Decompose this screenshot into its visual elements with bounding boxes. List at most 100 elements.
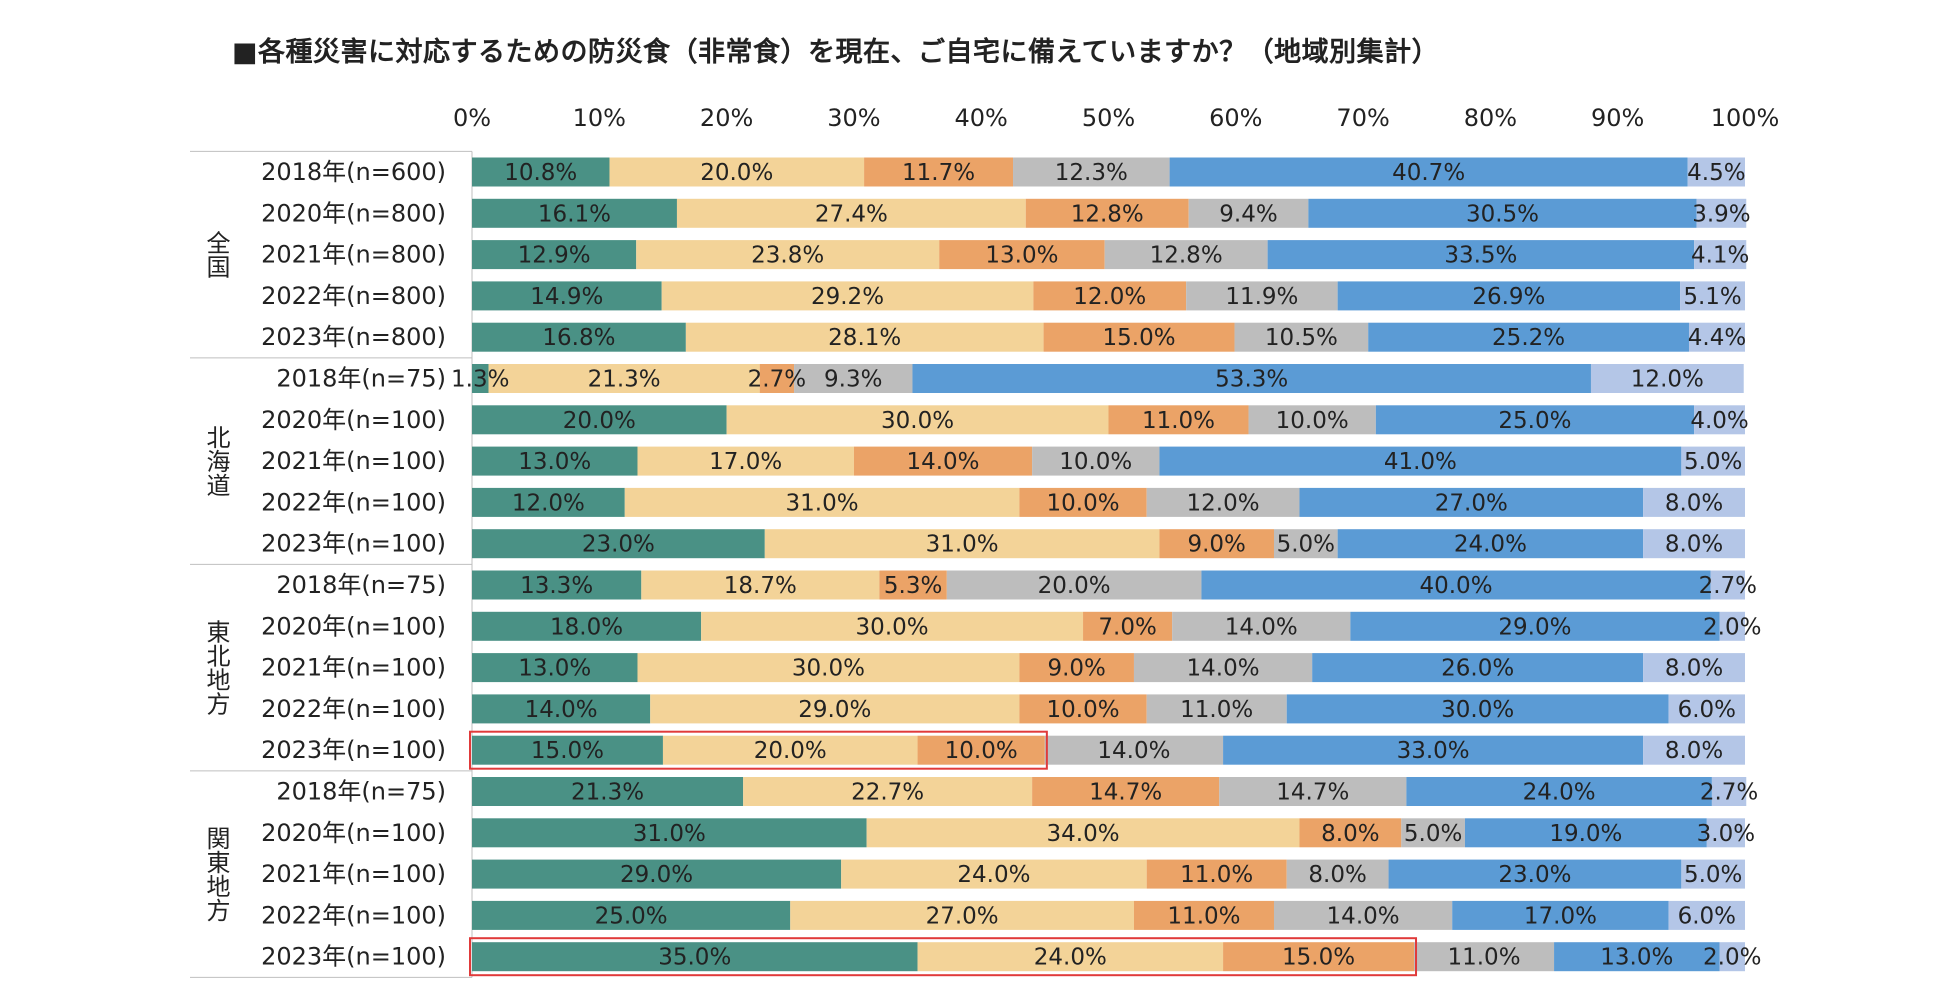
data-label: 4.5% (1687, 160, 1745, 186)
x-tick-label: 30% (827, 104, 880, 132)
bar-segment (650, 694, 1020, 724)
data-label: 29.0% (798, 697, 871, 723)
bar-segment (790, 900, 1134, 930)
bar-segment (1694, 405, 1745, 435)
bar-segment (1668, 694, 1745, 724)
x-tick-label: 70% (1336, 104, 1389, 132)
data-label: 13.0% (518, 656, 591, 682)
data-label: 25.0% (595, 903, 668, 929)
data-label: 27.0% (1435, 490, 1508, 516)
bar-segment (1019, 653, 1134, 683)
bar-segment (1590, 364, 1744, 393)
data-label: 21.3% (571, 780, 644, 806)
bar-segment (1033, 281, 1187, 311)
bar-segment (879, 570, 947, 600)
data-label: 15.0% (531, 738, 604, 764)
data-label: 11.7% (902, 160, 975, 186)
labels-layer: 2018年(n=600) 10.8% 20.0% 11.7% 12.3% 40.7% 4.5… (202, 158, 1761, 971)
bar-segment (1223, 735, 1644, 765)
data-label: 29.2% (811, 284, 884, 310)
data-label: 12.0% (1187, 490, 1260, 516)
axis-layer: 0% 10% 20% 30% 40% 50% 60% 70% 80% 90% 100% (190, 104, 1779, 978)
bar-segment (1388, 859, 1682, 889)
data-label: 11.0% (1142, 408, 1215, 434)
data-label: 9.0% (1047, 656, 1105, 682)
data-label: 14.0% (1187, 656, 1260, 682)
bar-segment (1464, 818, 1707, 848)
data-label: 40.0% (1419, 573, 1492, 599)
data-label: 12.8% (1071, 201, 1144, 227)
highlight-layer (469, 730, 1418, 977)
data-label: 8.0% (1321, 821, 1379, 847)
data-label: 17.0% (709, 449, 782, 475)
row-label: 2020年(n=100) (261, 612, 446, 640)
chart-title: ■各種災害に対応するための防災食（非常食）を現在、ご自宅に備えていますか？（地域… (232, 37, 1440, 68)
bar-segment (1643, 735, 1745, 765)
x-tick-label: 20% (700, 104, 753, 132)
data-label: 5.0% (1684, 449, 1742, 475)
data-label: 20.0% (754, 738, 827, 764)
data-label: 14.0% (906, 449, 979, 475)
bar-segment (1312, 653, 1644, 683)
bar-segment (1452, 900, 1669, 930)
data-label: 13.3% (520, 573, 593, 599)
data-label: 14.0% (1097, 738, 1170, 764)
row-label: 2021年(n=100) (261, 654, 446, 682)
bar-segment (764, 529, 1160, 559)
row-label: 2023年(n=100) (261, 530, 446, 558)
bar-segment (1643, 487, 1745, 517)
bar-segment (472, 364, 489, 393)
data-label: 13.0% (985, 243, 1058, 269)
bar-segment (472, 735, 663, 765)
bar-segment (912, 364, 1591, 393)
bar-segment (1337, 281, 1681, 311)
data-label: 34.0% (1047, 821, 1120, 847)
bar-segment (1223, 942, 1415, 972)
bar-segment (472, 240, 637, 270)
data-label: 10.0% (1276, 408, 1349, 434)
bar-segment (472, 198, 677, 228)
data-label: 14.0% (525, 697, 598, 723)
data-label: 35.0% (658, 945, 731, 971)
group-label: 関東地方 (202, 826, 230, 922)
data-label: 25.2% (1492, 325, 1565, 351)
bar-segment (1286, 859, 1389, 889)
bar-segment (1706, 818, 1745, 848)
bar-segment (1711, 777, 1747, 806)
bar-segment (609, 157, 865, 187)
data-label: 19.0% (1549, 821, 1622, 847)
bar-segment (472, 322, 686, 352)
data-label: 9.3% (824, 367, 882, 393)
data-label: 6.0% (1678, 903, 1736, 929)
data-label: 11.0% (1180, 862, 1253, 888)
data-label: 11.0% (1167, 903, 1240, 929)
bar-segment (1044, 735, 1224, 765)
data-label: 10.8% (504, 160, 577, 186)
data-label: 1.3% (451, 367, 509, 393)
bar-segment (1719, 942, 1745, 972)
bar-segment (1146, 487, 1300, 517)
bar-segment (1234, 322, 1369, 352)
row-label: 2018年(n=75) (276, 778, 446, 806)
x-tick-label: 40% (955, 104, 1008, 132)
bar-segment (1299, 818, 1402, 848)
data-label: 12.0% (1073, 284, 1146, 310)
group-label: 北海道 (202, 425, 230, 497)
bar-segment (1043, 322, 1235, 352)
data-label: 3.9% (1692, 201, 1750, 227)
bar-segment (794, 364, 913, 393)
data-label: 14.0% (1327, 903, 1400, 929)
bar-segment (1104, 240, 1268, 270)
bar-segment (488, 364, 760, 393)
bar-segment (1696, 198, 1747, 228)
bar-segment (1719, 611, 1745, 641)
row-label: 2023年(n=100) (261, 736, 446, 764)
bar-segment (1133, 900, 1274, 930)
bar-segment (472, 611, 702, 641)
x-tick-label: 60% (1209, 104, 1262, 132)
bars-layer (472, 157, 1747, 972)
data-label: 20.0% (700, 160, 773, 186)
bar-segment (1019, 487, 1147, 517)
bar-segment (1032, 446, 1160, 476)
